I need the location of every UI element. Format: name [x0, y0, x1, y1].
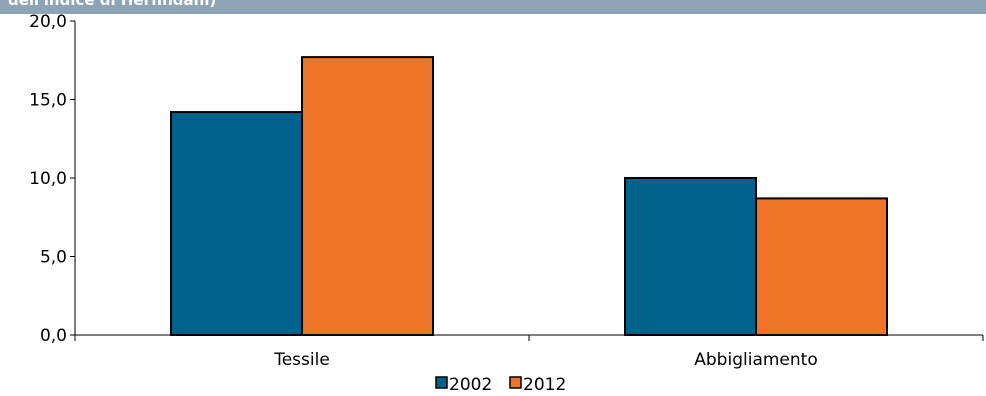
labels: 0,0 5,0 10,0 15,0 20,0 Tessile Abbigliamento [29, 12, 818, 370]
y-tick-label: 20,0 [29, 12, 67, 32]
legend-label-2012: 2012 [523, 375, 566, 395]
y-tick-label: 5,0 [40, 248, 67, 268]
legend: 2002 2012 [435, 375, 566, 395]
legend-label-2002: 2002 [449, 375, 492, 395]
chart-title: dell'indice di Herfindahl) [8, 0, 217, 9]
y-tick-label: 10,0 [29, 169, 67, 189]
y-tick-label: 0,0 [40, 326, 67, 346]
bars [170, 56, 888, 337]
bar-2012-abbigliamento [755, 197, 888, 336]
x-category-label: Tessile [273, 350, 330, 370]
legend-swatch-2002 [435, 376, 448, 389]
y-tick-label: 15,0 [29, 91, 67, 111]
bar-2002-tessile [170, 111, 303, 336]
title-bar: dell'indice di Herfindahl) [0, 0, 986, 14]
bar-2012-tessile [301, 56, 434, 337]
bar-2002-abbigliamento [624, 177, 757, 336]
legend-swatch-2012 [509, 376, 522, 389]
x-category-label: Abbigliamento [694, 350, 817, 370]
